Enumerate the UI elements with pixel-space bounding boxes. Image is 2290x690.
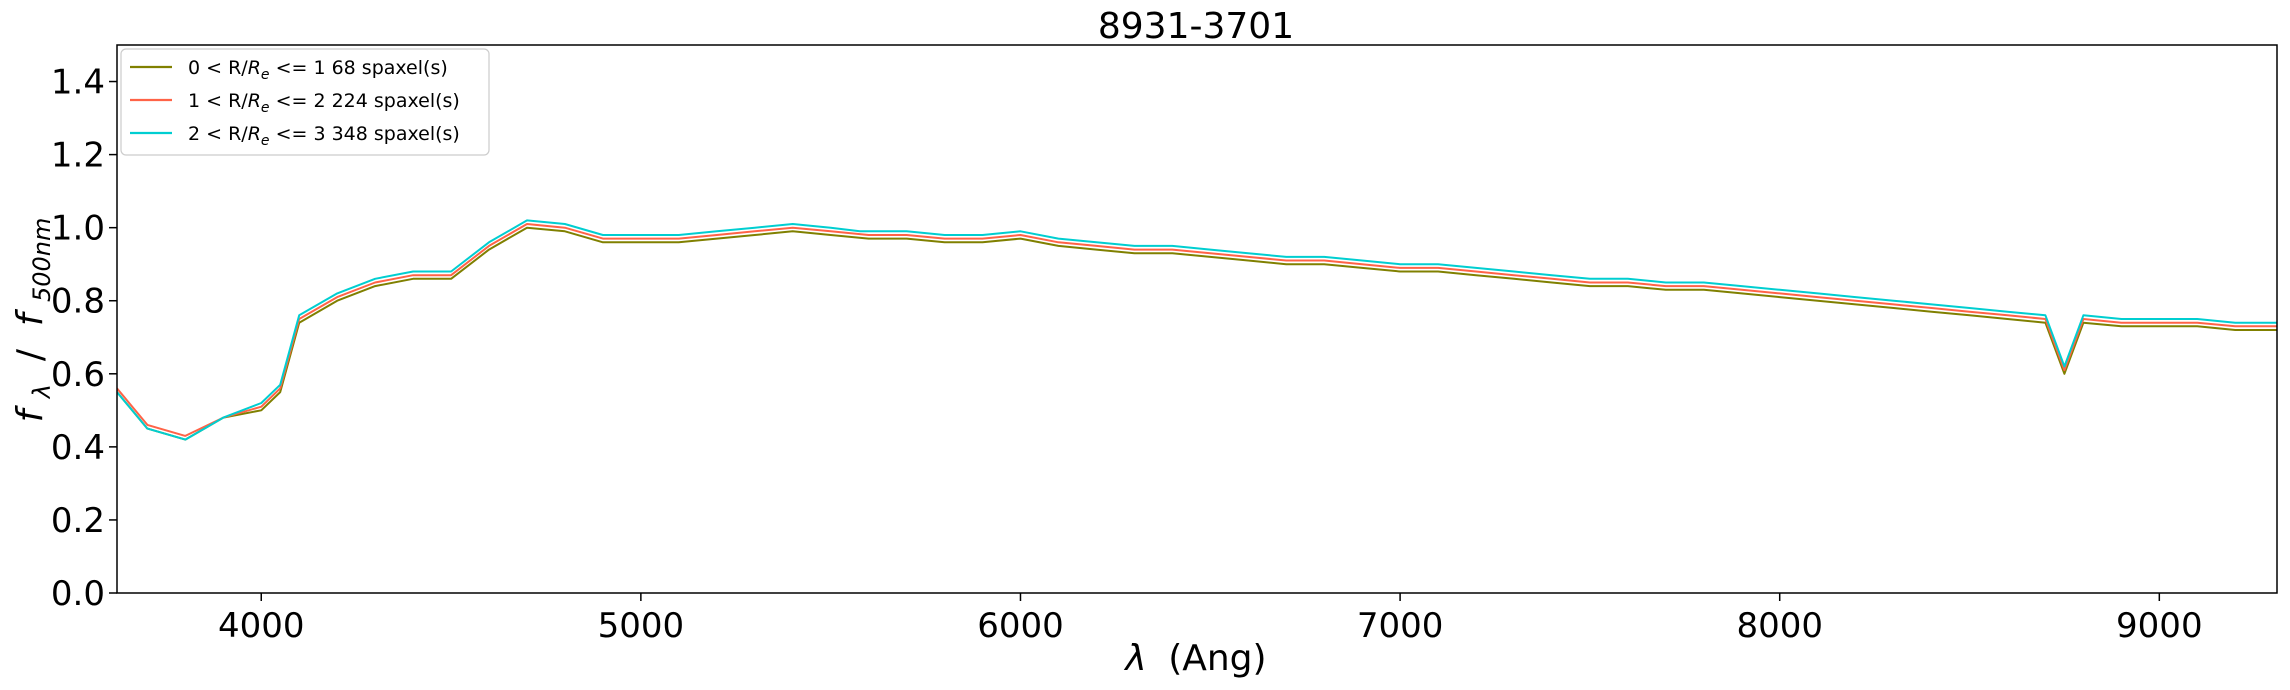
legend-label-pre: 2 < R/ [188, 123, 248, 145]
y-axis-label-main: f [10, 404, 51, 422]
series-line-0 [117, 226, 2277, 441]
legend-label-sub: e [261, 100, 270, 116]
y-tick-label: 0.4 [51, 428, 105, 468]
series-line-2 [117, 219, 2277, 441]
y-tick-label: 1.4 [51, 63, 105, 103]
y-tick-label: 1.0 [51, 209, 105, 249]
x-axis: 4000 5000 6000 7000 8000 9000 [218, 593, 2203, 646]
legend: 0 < R/Re <= 1 68 spaxel(s) 1 < R/Re <= 2 … [120, 48, 490, 156]
x-tick-label: 8000 [1736, 606, 1823, 646]
legend-label-post: <= 3 348 spaxel(s) [270, 123, 460, 145]
y-axis-label: f λ / f 500nm [10, 218, 59, 423]
legend-label-1: 1 < R/Re <= 2 224 spaxel(s) [188, 90, 460, 116]
x-axis-label: λ (Ang) [1123, 638, 1266, 679]
legend-label-post: <= 1 68 spaxel(s) [270, 57, 448, 79]
legend-label-pre: 0 < R/ [188, 57, 248, 79]
x-tick-label: 4000 [218, 606, 305, 646]
y-axis: 0.0 0.2 0.4 0.6 0.8 1.0 1.2 1.4 [51, 63, 117, 614]
y-tick-label: 0.8 [51, 282, 105, 322]
x-axis-label-symbol: λ [1123, 638, 1146, 679]
y-axis-label-ref: f [10, 308, 51, 326]
series-layer [117, 219, 2277, 441]
y-tick-label: 0.2 [51, 501, 105, 541]
legend-label-r: R [248, 90, 261, 112]
y-axis-label-sep: / [10, 338, 51, 373]
legend-label-sub: e [261, 133, 270, 149]
series-line-1 [117, 223, 2277, 437]
y-tick-label: 0.0 [51, 574, 105, 614]
x-tick-label: 7000 [1357, 606, 1444, 646]
y-tick-label: 1.2 [51, 136, 105, 176]
legend-label-r: R [248, 123, 261, 145]
x-tick-label: 6000 [977, 606, 1064, 646]
legend-label-pre: 1 < R/ [188, 90, 248, 112]
legend-label-2: 2 < R/Re <= 3 348 spaxel(s) [188, 123, 460, 149]
y-tick-label: 0.6 [51, 355, 105, 395]
plot-frame [116, 44, 2278, 594]
legend-box [120, 48, 490, 156]
y-axis-label-main-sub: λ [28, 384, 56, 400]
legend-label-post: <= 2 224 spaxel(s) [270, 90, 460, 112]
x-tick-label: 5000 [598, 606, 685, 646]
chart-title: 8931-3701 [1098, 6, 1294, 47]
x-tick-label: 9000 [2116, 606, 2203, 646]
legend-label-sub: e [261, 67, 270, 83]
x-axis-label-unit: (Ang) [1168, 638, 1266, 679]
legend-label-r: R [248, 57, 261, 79]
legend-label-0: 0 < R/Re <= 1 68 spaxel(s) [188, 57, 448, 83]
y-axis-label-ref-sub: 500nm [28, 218, 56, 302]
